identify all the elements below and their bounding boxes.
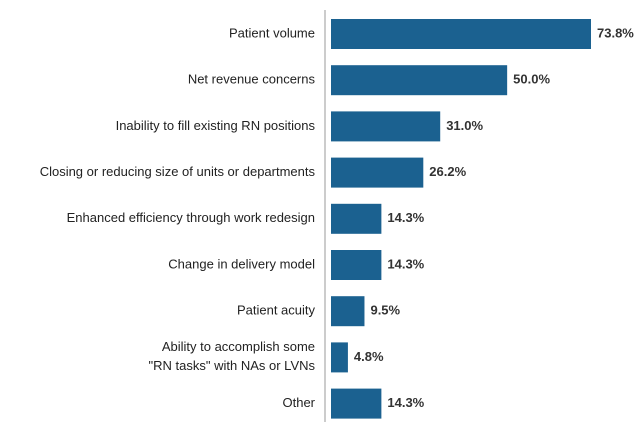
category-label: Patient volume (229, 25, 315, 40)
category-label: Change in delivery model (168, 256, 315, 271)
bar (331, 157, 424, 188)
bar (331, 111, 441, 142)
bar (331, 388, 382, 419)
value-label: 14.3% (387, 256, 424, 271)
bar (331, 250, 382, 280)
value-label: 31.0% (446, 118, 483, 133)
bar (331, 296, 365, 327)
category-label: Closing or reducing size of units or dep… (40, 164, 316, 179)
value-label: 4.8% (354, 349, 384, 364)
category-label: Inability to fill existing RN positions (116, 118, 316, 133)
bar (331, 203, 382, 234)
category-label: Other (282, 395, 315, 410)
value-label: 73.8% (597, 25, 634, 40)
bar (331, 342, 348, 373)
value-label: 14.3% (387, 210, 424, 225)
value-label: 9.5% (370, 303, 400, 318)
category-label: Net revenue concerns (188, 72, 316, 87)
category-label: Patient acuity (237, 303, 316, 318)
category-label: Enhanced efficiency through work redesig… (67, 210, 315, 225)
value-label: 26.2% (429, 164, 466, 179)
bar (331, 19, 591, 49)
value-label: 14.3% (387, 395, 424, 410)
bar (331, 65, 508, 96)
category-label: Ability to accomplish some "RN tasks" wit… (149, 339, 316, 373)
value-label: 50.0% (513, 72, 550, 87)
